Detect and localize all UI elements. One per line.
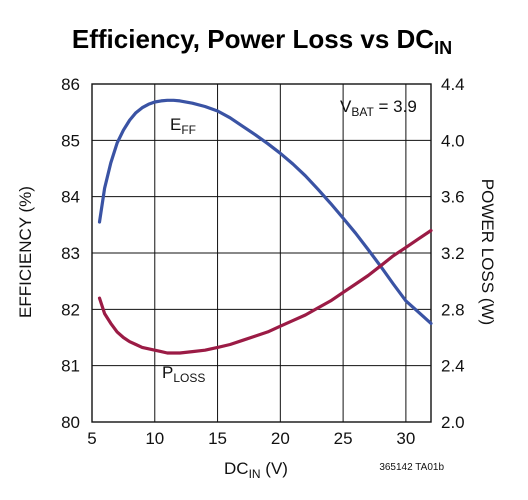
chart-title-main: Efficiency, Power Loss vs DC — [72, 24, 434, 54]
y-left-tick-label: 82 — [61, 300, 80, 319]
series-line-efficiency — [97, 98, 433, 325]
y-right-tick-label: 3.2 — [441, 244, 465, 263]
series-label-eff: EFF — [170, 115, 196, 137]
tick-labels: 5 10 15 20 25 30 80 81 82 83 84 85 86 2.0 2.4 2.8 3.2 3.6… — [61, 75, 465, 448]
chart-title-sub: IN — [434, 38, 452, 58]
x-tick-label: 10 — [145, 429, 164, 448]
y-left-tick-label: 84 — [61, 188, 80, 207]
y-left-tick-label: 81 — [61, 357, 80, 376]
y-left-tick-label: 85 — [61, 131, 80, 150]
x-axis-label-main: DC — [224, 459, 249, 478]
series-label-eff-sub: FF — [181, 123, 196, 137]
x-tick-label: 20 — [271, 429, 290, 448]
plot-area — [97, 98, 433, 355]
y-right-tick-label: 2.4 — [441, 357, 465, 376]
vbat-rest: = 3.9 — [374, 97, 417, 116]
x-axis-label-sub: IN — [249, 467, 261, 481]
y-axis-left-label: EFFICIENCY (%) — [16, 186, 35, 318]
x-axis-label: DCIN (V) — [224, 459, 288, 481]
y-right-tick-label: 3.6 — [441, 188, 465, 207]
vbat-annotation: VBAT = 3.9 — [340, 97, 417, 119]
chart-title: Efficiency, Power Loss vs DCIN — [72, 24, 452, 58]
vbat-sub: BAT — [351, 105, 374, 119]
series-label-ploss-main: P — [162, 363, 173, 382]
figure-id: 365142 TA01b — [379, 462, 444, 473]
y-left-tick-label: 80 — [61, 413, 80, 432]
y-right-tick-label: 4.4 — [441, 75, 465, 94]
y-right-tick-label: 2.8 — [441, 300, 465, 319]
series-label-ploss: PLOSS — [162, 363, 205, 385]
plot-frame — [91, 83, 432, 423]
y-right-tick-label: 4.0 — [441, 131, 465, 150]
x-axis-label-unit: (V) — [261, 459, 288, 478]
x-tick-label: 5 — [87, 429, 96, 448]
x-tick-label: 25 — [334, 429, 353, 448]
vbat-main: V — [340, 97, 352, 116]
series-label-ploss-sub: LOSS — [173, 371, 205, 385]
x-tick-label: 30 — [396, 429, 415, 448]
y-left-tick-label: 83 — [61, 244, 80, 263]
grid — [91, 83, 432, 423]
series-label-eff-main: E — [170, 115, 181, 134]
y-axis-right-label: POWER LOSS (W) — [478, 179, 497, 325]
y-right-tick-label: 2.0 — [441, 413, 465, 432]
x-tick-label: 15 — [208, 429, 227, 448]
series-line-power-loss — [97, 228, 433, 355]
y-left-tick-label: 86 — [61, 75, 80, 94]
